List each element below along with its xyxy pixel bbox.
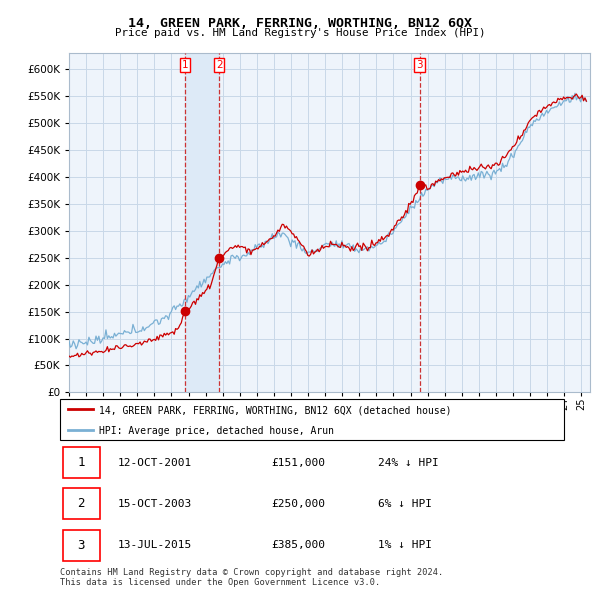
Text: 2: 2 — [216, 60, 223, 70]
Text: Price paid vs. HM Land Registry's House Price Index (HPI): Price paid vs. HM Land Registry's House … — [115, 28, 485, 38]
Text: 6% ↓ HPI: 6% ↓ HPI — [377, 499, 431, 509]
Text: £250,000: £250,000 — [272, 499, 326, 509]
Text: 12-OCT-2001: 12-OCT-2001 — [118, 458, 192, 467]
Bar — [62, 447, 100, 478]
Bar — [62, 530, 100, 560]
Text: £151,000: £151,000 — [272, 458, 326, 467]
Text: 1: 1 — [182, 60, 188, 70]
Bar — [62, 489, 100, 519]
Text: HPI: Average price, detached house, Arun: HPI: Average price, detached house, Arun — [100, 426, 334, 436]
Bar — [185, 53, 219, 392]
Text: 1% ↓ HPI: 1% ↓ HPI — [377, 540, 431, 550]
Text: 14, GREEN PARK, FERRING, WORTHING, BN12 6QX (detached house): 14, GREEN PARK, FERRING, WORTHING, BN12 … — [100, 406, 452, 416]
Text: 13-JUL-2015: 13-JUL-2015 — [118, 540, 192, 550]
Text: 24% ↓ HPI: 24% ↓ HPI — [377, 458, 438, 467]
Text: 14, GREEN PARK, FERRING, WORTHING, BN12 6QX: 14, GREEN PARK, FERRING, WORTHING, BN12 … — [128, 17, 472, 30]
Text: 1: 1 — [77, 456, 85, 469]
Text: Contains HM Land Registry data © Crown copyright and database right 2024.
This d: Contains HM Land Registry data © Crown c… — [60, 568, 443, 587]
Text: 15-OCT-2003: 15-OCT-2003 — [118, 499, 192, 509]
Text: 2: 2 — [77, 497, 85, 510]
Text: 3: 3 — [77, 539, 85, 552]
Text: £385,000: £385,000 — [272, 540, 326, 550]
Text: 3: 3 — [416, 60, 423, 70]
